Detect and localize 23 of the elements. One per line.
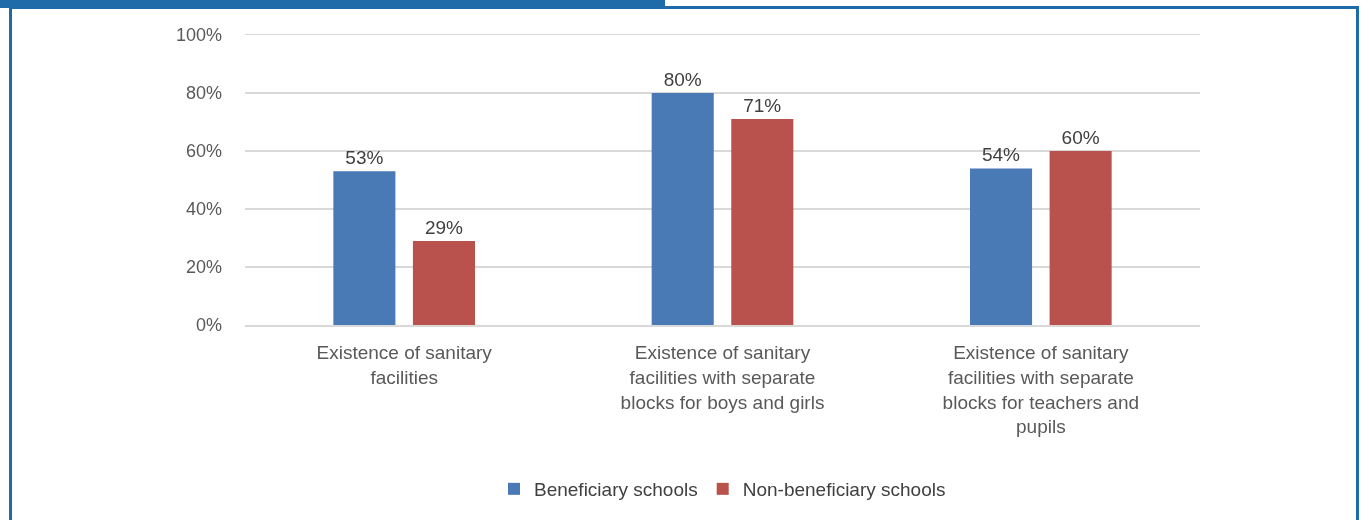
bar xyxy=(651,93,714,325)
legend-label: Non-beneficiary schools xyxy=(742,479,946,501)
y-tick-label: 80% xyxy=(185,83,222,104)
bar xyxy=(970,168,1033,325)
y-tick-label: 60% xyxy=(185,141,222,162)
data-label: 71% xyxy=(743,95,782,117)
x-tick-label: Existence of sanitary facilities with separate blocks for teachers and pupils xyxy=(942,342,1140,438)
y-tick-label: 0% xyxy=(195,315,222,336)
y-tick-label: 40% xyxy=(185,199,222,220)
y-tick-label: 100% xyxy=(175,25,222,46)
data-label: 53% xyxy=(345,147,384,169)
data-label: 80% xyxy=(663,69,702,90)
legend-label: Beneficiary schools xyxy=(534,479,698,501)
x-tick-label: Existence of sanitary facilities with separate blocks for boys and girls xyxy=(620,342,825,413)
bar xyxy=(1049,151,1112,325)
x-tick-label: Existence of sanitary facilities xyxy=(316,342,493,388)
data-label: 29% xyxy=(424,216,464,238)
bar xyxy=(333,171,396,325)
y-tick-label: 20% xyxy=(185,257,222,278)
data-label: 60% xyxy=(1061,127,1100,148)
bar xyxy=(412,240,475,325)
data-label: 54% xyxy=(981,144,1021,166)
bar xyxy=(731,119,794,325)
